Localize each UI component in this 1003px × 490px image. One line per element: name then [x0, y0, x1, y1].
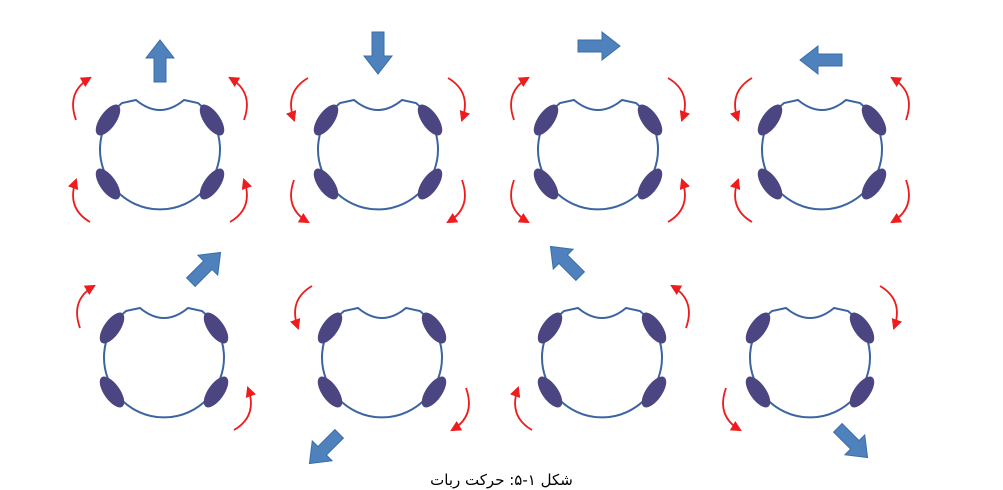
- wheel: [637, 104, 663, 136]
- wheel: [757, 104, 783, 136]
- motion-arrow-up-right: [185, 251, 222, 288]
- robot-diagonal-down-left: [290, 285, 470, 465]
- robot-diagonal-down-right: [722, 285, 902, 459]
- wheel-rotation-arrow: [730, 77, 753, 123]
- wheel: [745, 312, 771, 344]
- wheel: [99, 312, 125, 344]
- robot-body: [537, 98, 659, 211]
- wheel-rotation-arrow: [68, 177, 91, 223]
- robot-body: [103, 306, 225, 419]
- wheel-rotation-arrow: [290, 179, 310, 224]
- wheel-rotation-arrow: [72, 76, 92, 121]
- wheel: [199, 168, 225, 200]
- robot-body: [761, 98, 883, 211]
- motion-arrow-right: [577, 30, 621, 62]
- wheel-rotation-arrow: [76, 284, 96, 329]
- wheel-rotation-arrow: [228, 76, 248, 121]
- wheel-rotation-arrow: [450, 387, 470, 432]
- robot-right: [510, 30, 690, 224]
- wheel: [537, 376, 563, 408]
- robot-body: [99, 98, 221, 211]
- wheel: [421, 376, 447, 408]
- wheel-rotation-arrow: [286, 77, 309, 123]
- robot-body: [321, 306, 443, 419]
- robot-body: [749, 306, 871, 419]
- wheel-rotation-arrow: [670, 284, 690, 329]
- wheel: [199, 104, 225, 136]
- wheel: [317, 312, 343, 344]
- wheel-rotation-arrow: [879, 285, 902, 331]
- motion-arrow-up: [144, 39, 176, 83]
- wheel: [533, 104, 559, 136]
- wheel: [313, 104, 339, 136]
- robot-body: [541, 306, 663, 419]
- wheel: [533, 168, 559, 200]
- wheel: [99, 376, 125, 408]
- robot-forward: [68, 39, 252, 223]
- wheel-rotation-arrow: [730, 177, 753, 223]
- wheel: [203, 312, 229, 344]
- wheel-rotation-arrow: [667, 77, 690, 123]
- robot-body: [317, 98, 439, 211]
- motion-arrow-up-left: [549, 245, 586, 282]
- robot-diagonal-up-left: [510, 245, 690, 431]
- wheel: [421, 312, 447, 344]
- wheel: [641, 312, 667, 344]
- wheel-rotation-arrow: [233, 385, 256, 431]
- wheel-rotation-arrow: [510, 179, 530, 224]
- wheel-rotation-arrow: [722, 387, 742, 432]
- wheel: [849, 376, 875, 408]
- wheel-rotation-arrow: [290, 285, 313, 331]
- wheel: [317, 376, 343, 408]
- motion-arrow-down: [362, 31, 394, 75]
- wheel: [745, 376, 771, 408]
- wheel-rotation-arrow: [446, 179, 466, 224]
- motion-arrow-down-left: [308, 428, 345, 465]
- wheel-rotation-arrow: [229, 177, 252, 223]
- wheel-rotation-arrow: [510, 76, 530, 121]
- wheel: [861, 104, 887, 136]
- wheel: [313, 168, 339, 200]
- wheel: [95, 104, 121, 136]
- wheel: [417, 168, 443, 200]
- wheel: [861, 168, 887, 200]
- wheel: [95, 168, 121, 200]
- figure-caption: شکل ۱-۵: حرکت ربات: [430, 471, 573, 489]
- wheel: [417, 104, 443, 136]
- wheel: [203, 376, 229, 408]
- wheel-rotation-arrow: [510, 385, 533, 431]
- wheel-rotation-arrow: [890, 76, 910, 121]
- robot-backward: [286, 31, 470, 224]
- motion-arrow-left: [799, 44, 843, 76]
- wheel-rotation-arrow: [447, 77, 470, 123]
- wheel: [637, 168, 663, 200]
- robot-left: [730, 44, 910, 224]
- wheel: [849, 312, 875, 344]
- wheel-rotation-arrow: [890, 179, 910, 224]
- motion-arrow-down-right: [832, 422, 869, 459]
- wheel: [757, 168, 783, 200]
- wheel: [641, 376, 667, 408]
- wheel: [537, 312, 563, 344]
- wheel-rotation-arrow: [667, 177, 690, 223]
- robot-diagonal-up-right: [76, 251, 256, 431]
